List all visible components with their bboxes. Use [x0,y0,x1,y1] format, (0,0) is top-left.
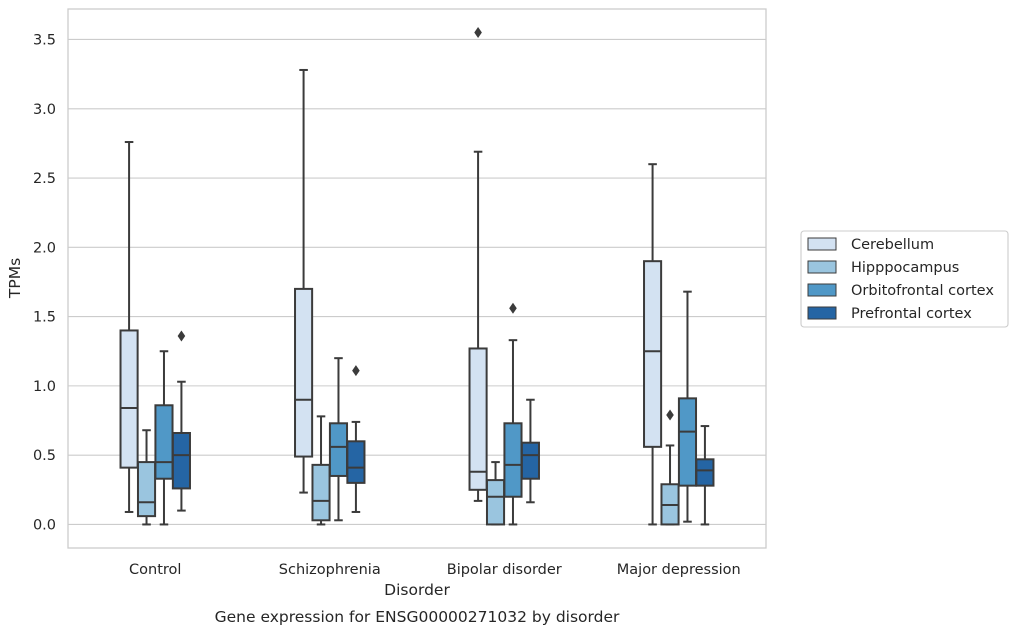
chart-caption: Gene expression for ENSG00000271032 by d… [215,608,620,626]
x-axis-ticks: Control Schizophrenia Bipolar disorder Majo… [129,562,741,578]
box-hipppocampus [485,461,506,526]
box-prefrontal-cortex [346,365,366,513]
box [136,461,157,518]
box [346,440,366,484]
outlier-marker [509,302,517,314]
outlier-marker [666,409,674,421]
box-cerebellum [119,141,139,513]
y-tick-label: 0.5 [33,448,56,464]
box-hipppocampus [136,429,157,526]
box-cerebellum [468,27,488,502]
box-hipppocampus [311,415,331,526]
box-orbitofrontal-cortex [677,290,698,523]
box [311,463,331,522]
box [328,422,349,477]
box-cerebellum [294,68,314,494]
x-tick-label: Major depression [617,562,741,578]
legend-label: Hipppocampus [851,260,959,276]
box [520,441,540,480]
box-cerebellum [643,163,663,526]
legend: Cerebellum Hipppocampus Orbitofrontal cort… [800,230,1009,328]
legend-label: Orbitofrontal cortex [851,283,994,299]
box [643,260,663,448]
x-tick-label: Schizophrenia [279,562,381,578]
box [677,397,698,487]
box-hipppocampus [660,409,680,526]
box [171,431,191,490]
plot-frame [67,8,767,549]
y-tick-label: 2.5 [33,171,56,187]
legend-swatch [807,306,837,320]
y-axis-ticks: 0.0 0.5 1.0 1.5 2.0 2.5 3.0 3.5 [33,32,56,533]
y-tick-label: 0.0 [33,517,56,533]
x-tick-label: Bipolar disorder [447,562,562,578]
box-prefrontal-cortex [695,425,715,526]
legend-label: Prefrontal cortex [851,306,972,322]
y-tick-label: 2.0 [33,240,56,256]
box-orbitofrontal-cortex [503,302,523,526]
box [119,329,139,469]
box-orbitofrontal-cortex [328,357,349,522]
legend-swatch [807,237,837,251]
box [503,422,523,498]
outlier-marker [352,365,360,377]
y-tick-label: 3.5 [33,32,56,48]
box [485,479,506,526]
outlier-marker [177,330,186,342]
y-axis-label: TPMs [6,258,24,299]
legend-swatch [807,260,837,274]
legend-swatch [807,283,837,297]
box-prefrontal-cortex [520,398,540,504]
box-orbitofrontal-cortex [154,350,174,526]
box [695,458,715,487]
box-prefrontal-cortex [171,330,191,512]
x-tick-label: Control [129,562,181,578]
box [468,347,488,491]
plot-boxes [119,27,715,526]
y-tick-label: 1.5 [33,310,56,326]
y-tick-label: 1.0 [33,379,56,395]
box [154,404,174,480]
legend-frame [800,230,1009,328]
y-tick-label: 3.0 [33,102,56,118]
x-axis-label: Disorder [384,581,450,599]
outlier-marker [474,27,482,39]
box [294,287,314,458]
legend-label: Cerebellum [851,237,934,253]
